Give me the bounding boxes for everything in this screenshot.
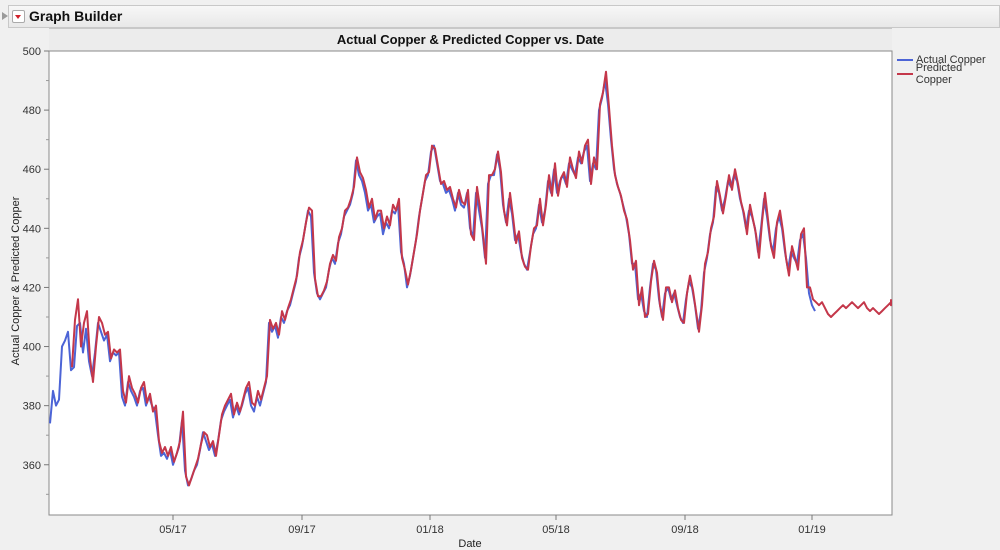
- legend-swatch-actual: [897, 59, 913, 61]
- predicted-copper-line: [71, 70, 892, 487]
- y-tick-label: 460: [23, 164, 41, 176]
- x-tick-label: 05/17: [159, 524, 187, 536]
- y-tick-label: 480: [23, 105, 41, 117]
- graph-builder-title-bar: Graph Builder: [8, 5, 1000, 28]
- legend-swatch-predicted: [897, 73, 913, 75]
- y-tick-label: 500: [23, 46, 41, 58]
- y-tick-label: 440: [23, 223, 41, 235]
- y-tick-label: 380: [23, 401, 41, 413]
- x-tick-label: 01/18: [416, 524, 444, 536]
- x-axis-label: Date: [458, 538, 482, 550]
- outline-header: Graph Builder: [0, 5, 1000, 28]
- y-tick-label: 400: [23, 342, 41, 354]
- red-triangle-menu-icon[interactable]: [12, 10, 25, 23]
- x-tick-label: 05/18: [542, 524, 570, 536]
- x-tick-label: 09/17: [288, 524, 316, 536]
- y-axis-label: Actual Copper & Predicted Copper: [10, 196, 22, 366]
- legend: Actual Copper Predicted Copper: [897, 53, 1000, 86]
- x-tick-label: 01/19: [798, 524, 826, 536]
- x-tick-label: 09/18: [671, 524, 699, 536]
- legend-item-actual[interactable]: Actual Copper: [897, 53, 1000, 67]
- plot-area: [48, 50, 893, 516]
- chart-title-bar: Actual Copper & Predicted Copper vs. Dat…: [49, 28, 892, 52]
- legend-label-actual: Actual Copper: [916, 54, 986, 66]
- y-tick-label: 360: [23, 460, 41, 472]
- chart-title: Actual Copper & Predicted Copper vs. Dat…: [336, 32, 605, 47]
- legend-label-predicted: Predicted Copper: [915, 62, 963, 86]
- app-title: Graph Builder: [29, 8, 123, 24]
- y-tick-label: 420: [23, 282, 41, 294]
- legend-item-predicted[interactable]: Predicted Copper: [897, 62, 1000, 86]
